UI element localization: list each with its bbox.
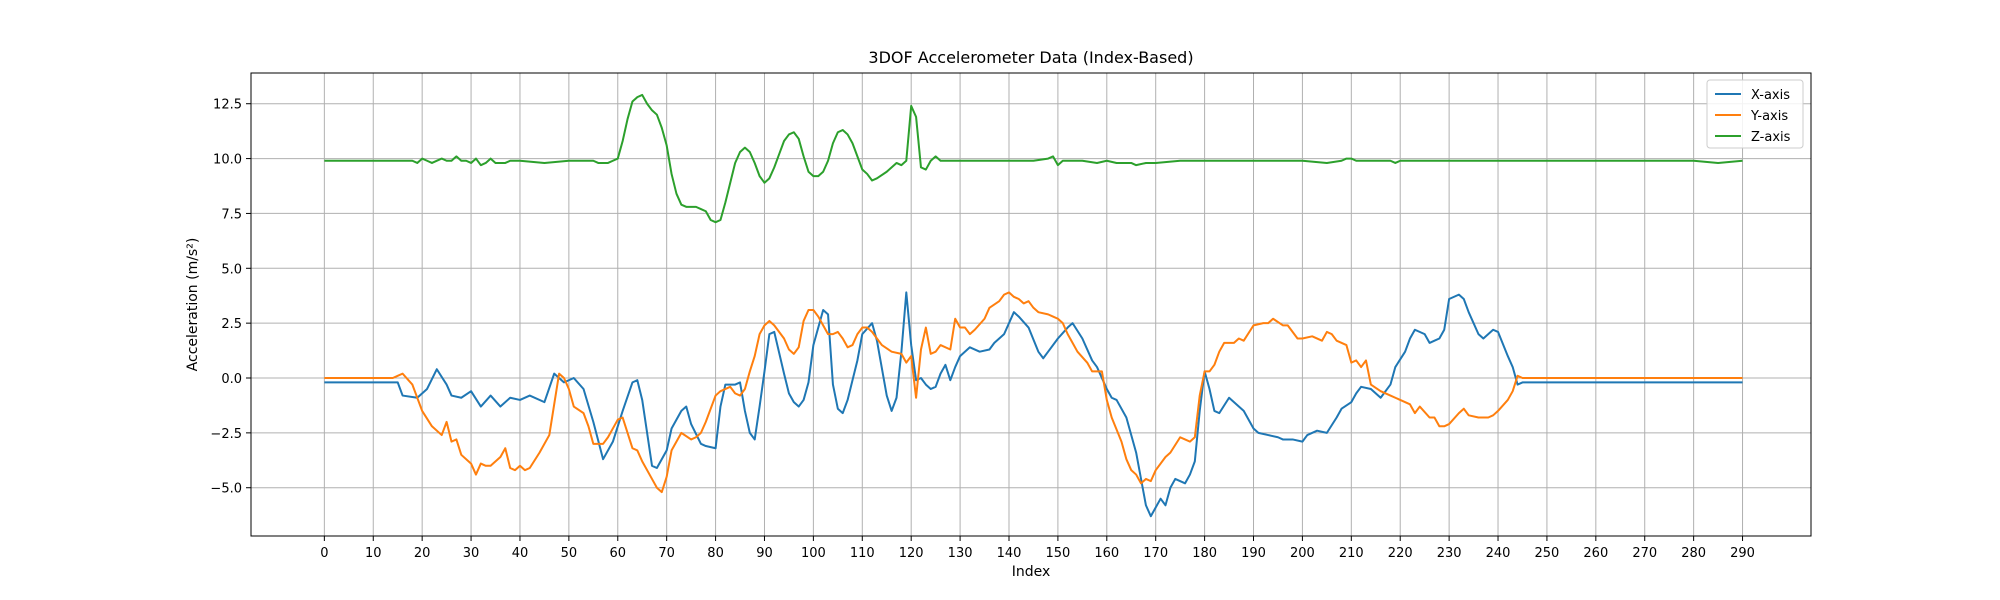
x-tick-label: 140 (997, 546, 1022, 561)
x-tick-label: 180 (1192, 546, 1217, 561)
x-tick-label: 210 (1339, 546, 1364, 561)
x-tick-label: 280 (1681, 546, 1706, 561)
y-tick-label: 0.0 (221, 372, 242, 387)
y-axis-label: Acceleration (m/s²) (185, 238, 201, 372)
tick-layer: 0 10 20 30 40 50 60 70 80 90 100 110 120 130 140 150 160… (210, 98, 1755, 561)
y-tick-label: 5.0 (221, 262, 242, 277)
x-axis-label: Index (1012, 564, 1051, 580)
x-tick-label: 90 (756, 546, 773, 561)
x-tick-label: 0 (320, 546, 328, 561)
y-tick-label: −2.5 (210, 427, 242, 442)
chart-title: 3DOF Accelerometer Data (Index-Based) (868, 48, 1193, 67)
x-tick-label: 270 (1632, 546, 1657, 561)
series-line-y-axis (324, 291, 1743, 494)
x-tick-label: 200 (1290, 546, 1315, 561)
x-tick-label: 20 (414, 546, 431, 561)
x-tick-label: 240 (1486, 546, 1511, 561)
y-tick-label: 7.5 (221, 207, 242, 222)
plot-frame (250, 72, 1812, 537)
x-tick-label: 50 (561, 546, 578, 561)
x-tick-label: 160 (1094, 546, 1119, 561)
x-tick-label: 190 (1241, 546, 1266, 561)
x-tick-label: 70 (658, 546, 675, 561)
x-tick-label: 150 (1045, 546, 1070, 561)
legend: X-axis Y-axis Z-axis (1706, 79, 1804, 149)
series-layer (324, 93, 1743, 518)
x-tick-label: 260 (1583, 546, 1608, 561)
x-tick-label: 170 (1143, 546, 1168, 561)
x-tick-label: 100 (801, 546, 826, 561)
x-tick-label: 10 (365, 546, 382, 561)
x-tick-label: 230 (1437, 546, 1462, 561)
y-tick-label: 10.0 (213, 153, 242, 168)
legend-label: X-axis (1751, 88, 1790, 103)
x-tick-label: 110 (850, 546, 875, 561)
x-tick-label: 220 (1388, 546, 1413, 561)
x-tick-label: 80 (707, 546, 724, 561)
legend-box (1706, 79, 1804, 149)
legend-label: Z-axis (1751, 130, 1791, 145)
x-tick-label: 120 (899, 546, 924, 561)
series-line-z-axis (324, 93, 1743, 224)
x-tick-label: 30 (463, 546, 480, 561)
x-tick-label: 60 (609, 546, 626, 561)
legend-label: Y-axis (1750, 109, 1788, 124)
x-tick-label: 40 (512, 546, 529, 561)
y-tick-label: −5.0 (210, 482, 242, 497)
series-line-x-axis (324, 291, 1743, 518)
x-tick-label: 130 (948, 546, 973, 561)
y-tick-label: 2.5 (221, 317, 242, 332)
y-tick-label: 12.5 (213, 98, 242, 113)
x-tick-label: 290 (1730, 546, 1755, 561)
x-tick-label: 250 (1535, 546, 1560, 561)
grid-layer (251, 73, 1811, 536)
